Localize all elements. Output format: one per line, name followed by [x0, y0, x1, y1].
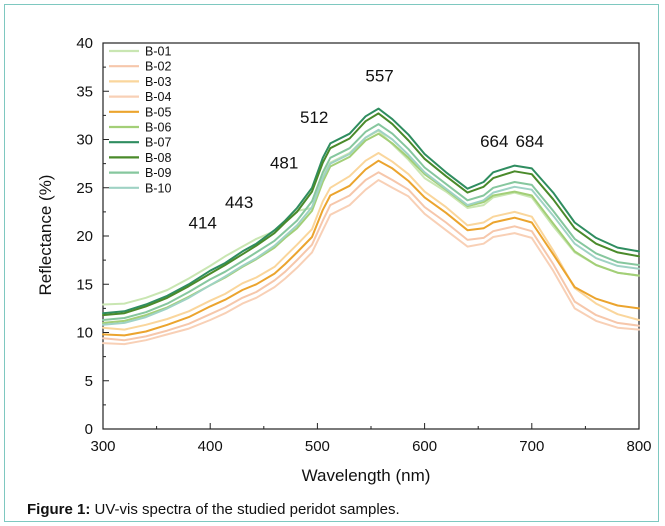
- series-line-b-04: [102, 179, 640, 346]
- x-tick-label: 600: [412, 438, 437, 455]
- legend-label: B-10: [145, 181, 171, 195]
- y-tick-label: 25: [76, 180, 93, 197]
- peak-label-684: 684: [515, 132, 543, 151]
- legend: B-01B-02B-03B-04B-05 B-06B-07B-08B-09B-10: [109, 45, 171, 195]
- series-line-b-02: [102, 171, 640, 342]
- peak-label-512: 512: [300, 108, 328, 127]
- x-tick-label: 800: [626, 438, 651, 455]
- peak-label-664: 664: [480, 132, 508, 151]
- legend-label: B-03: [145, 75, 171, 89]
- caption-label: Figure 1:: [27, 501, 91, 518]
- y-tick-label: 10: [76, 325, 93, 342]
- y-tick-label: 35: [76, 83, 93, 100]
- legend-label: B-07: [145, 136, 171, 150]
- y-tick-label: 0: [85, 421, 93, 438]
- series-line-b-07: [102, 107, 640, 315]
- y-tick-label: 15: [76, 276, 93, 293]
- legend-label: B-04: [145, 90, 171, 104]
- annotation-layer: 414 443 481 512 557 664 684: [189, 67, 544, 233]
- x-tick-label: 300: [90, 438, 115, 455]
- y-tick-label: 40: [76, 35, 93, 52]
- y-tick-label: 5: [85, 373, 93, 390]
- reflectance-chart: 300 400 500 600 700 800 0 5 10 15 20 25 30 35 40 414 44…: [36, 35, 652, 485]
- y-tick-label: 20: [76, 228, 93, 245]
- legend-label: B-08: [145, 151, 171, 165]
- legend-label: B-09: [145, 166, 171, 180]
- caption-text: UV-vis spectra of the studied peridot sa…: [90, 501, 400, 518]
- axes-layer: 300 400 500 600 700 800 0 5 10 15 20 25 30 35 40: [76, 35, 651, 455]
- legend-label: B-02: [145, 60, 171, 74]
- peak-label-557: 557: [365, 67, 393, 86]
- y-axis-label: Reflectance (%): [36, 175, 55, 296]
- x-tick-label: 700: [519, 438, 544, 455]
- legend-label: B-06: [145, 121, 171, 135]
- series-line-b-10: [102, 128, 640, 326]
- peak-label-414: 414: [189, 213, 217, 232]
- plot-frame: [102, 42, 640, 430]
- x-tick-label: 500: [305, 438, 330, 455]
- peak-label-443: 443: [225, 193, 253, 212]
- series-line-b-03: [102, 152, 640, 331]
- x-tick-label: 400: [198, 438, 223, 455]
- x-axis-label: Wavelength (nm): [302, 466, 431, 485]
- figure-caption: Figure 1: UV-vis spectra of the studied …: [27, 501, 400, 518]
- figure-frame: 300 400 500 600 700 800 0 5 10 15 20 25 30 35 40 414 44…: [4, 4, 659, 522]
- series-layer: [102, 107, 640, 346]
- series-line-b-05: [102, 159, 640, 337]
- series-line-b-09: [102, 123, 640, 321]
- series-line-b-08: [102, 112, 640, 317]
- peak-label-481: 481: [270, 153, 298, 172]
- y-tick-label: 30: [76, 132, 93, 149]
- legend-label: B-05: [145, 105, 171, 119]
- legend-label: B-01: [145, 45, 171, 59]
